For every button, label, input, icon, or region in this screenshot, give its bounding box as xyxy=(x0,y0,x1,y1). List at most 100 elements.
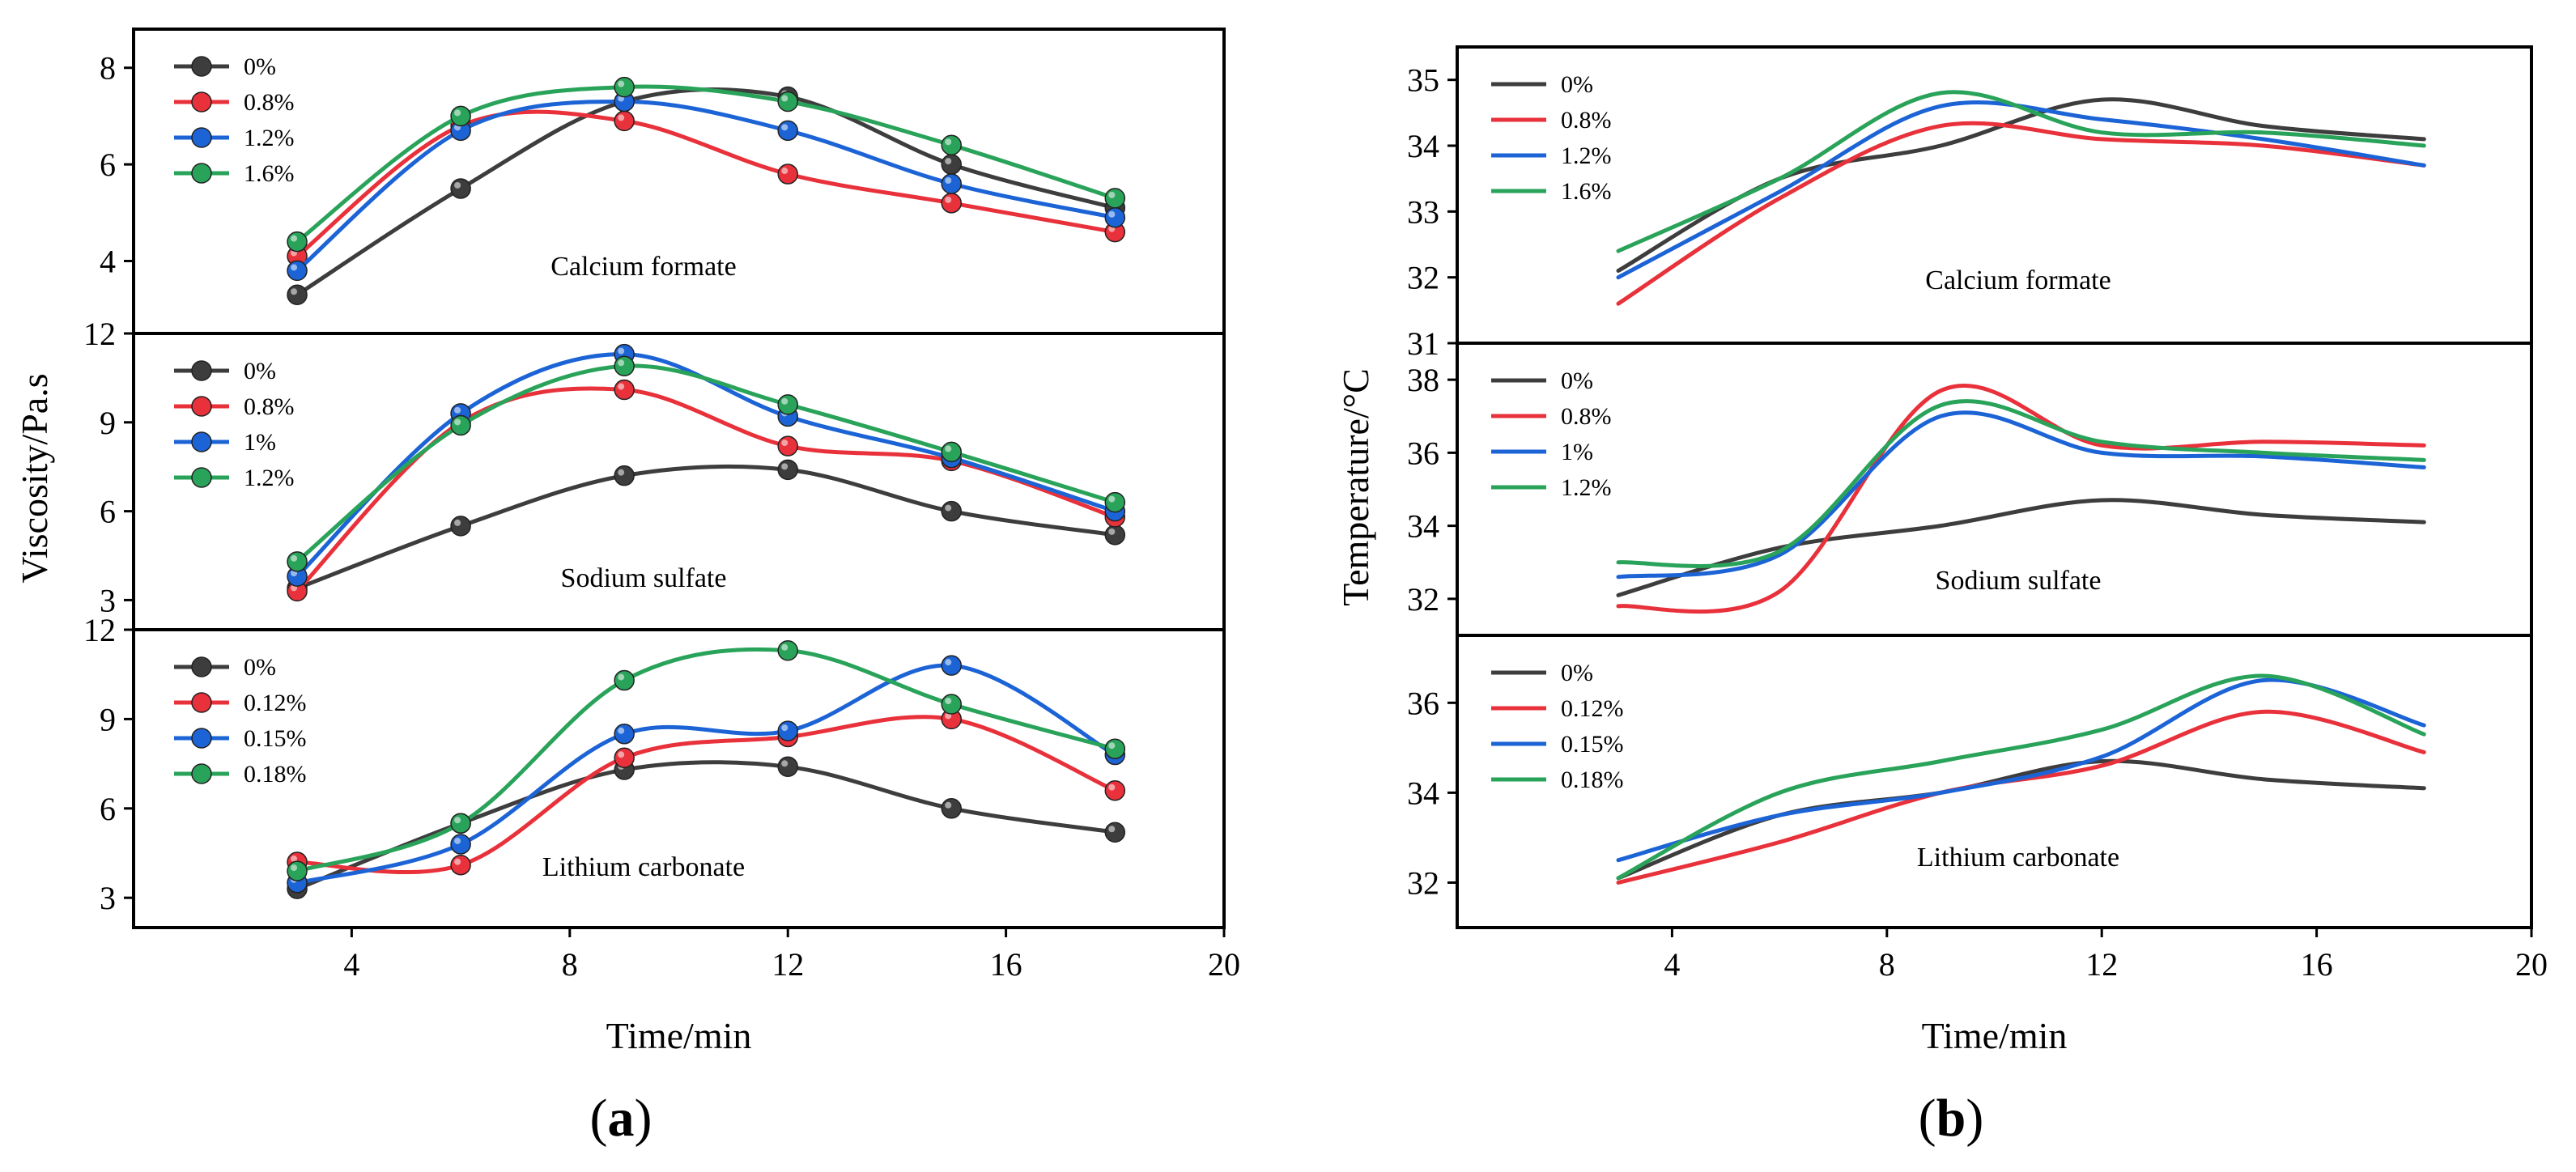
data-point xyxy=(777,163,798,185)
figure-label-b: (b) xyxy=(1919,1089,1984,1148)
y-tick-label: 32 xyxy=(1407,260,1439,296)
legend-label: 0% xyxy=(1561,660,1593,686)
data-point xyxy=(777,720,798,741)
data-point-highlight xyxy=(945,504,952,512)
legend-label: 0.8% xyxy=(1561,107,1612,134)
data-point-highlight xyxy=(454,519,461,526)
data-point xyxy=(941,798,962,819)
legend-swatch-marker xyxy=(191,396,212,417)
y-tick-label: 31 xyxy=(1407,325,1439,362)
y-tick-label: 32 xyxy=(1407,864,1439,901)
data-point-highlight xyxy=(291,264,298,271)
y-tick-label: 3 xyxy=(100,880,116,916)
data-point-highlight xyxy=(781,397,789,405)
data-point-highlight xyxy=(454,109,461,117)
x-axis-title: Time/min xyxy=(606,1015,752,1056)
data-point xyxy=(450,178,471,199)
data-point xyxy=(941,154,962,175)
data-point xyxy=(777,756,798,778)
data-point-highlight xyxy=(454,406,461,414)
data-point-highlight xyxy=(781,95,789,102)
panel-name: Calcium formate xyxy=(1925,265,2111,295)
legend-label: 0.8% xyxy=(244,393,295,420)
data-point-highlight xyxy=(781,463,789,470)
legend-label: 0% xyxy=(1561,367,1593,394)
data-point-highlight xyxy=(781,440,789,447)
y-tick-label: 12 xyxy=(83,316,116,352)
legend-label: 1.2% xyxy=(244,465,295,491)
x-tick-label: 4 xyxy=(1664,946,1680,983)
series-line xyxy=(1616,498,2426,597)
data-point xyxy=(614,724,635,745)
data-point xyxy=(614,669,635,691)
data-point xyxy=(450,854,471,876)
data-point-highlight xyxy=(781,724,789,732)
series-line xyxy=(295,647,1117,873)
panel-frame xyxy=(1456,634,2533,929)
data-point xyxy=(450,414,471,436)
data-point xyxy=(287,551,308,572)
legend-swatch-marker xyxy=(191,360,212,381)
legend: 0% 0.8% 1% 1.2% xyxy=(174,358,295,491)
data-point-highlight xyxy=(454,817,461,824)
series-1.6% xyxy=(287,76,1126,253)
legend-label: 1% xyxy=(1561,439,1593,465)
data-point xyxy=(941,655,962,676)
series-0.8% xyxy=(1616,121,2426,306)
series-1.6% xyxy=(1616,90,2426,253)
data-point xyxy=(941,134,962,155)
data-point-highlight xyxy=(1108,210,1116,218)
x-tick-label: 12 xyxy=(772,946,804,983)
data-point-highlight xyxy=(945,158,952,165)
x-tick-label: 12 xyxy=(2085,946,2118,983)
series-1.2% xyxy=(287,355,1126,572)
legend-label: 0.18% xyxy=(1561,766,1624,793)
series-line xyxy=(295,99,1117,273)
data-point xyxy=(1104,524,1126,546)
legend-label: 0% xyxy=(244,53,276,80)
data-point xyxy=(450,516,471,537)
data-point-highlight xyxy=(1108,783,1116,791)
panel-frame xyxy=(132,628,1226,929)
legend-swatch-marker xyxy=(191,692,212,713)
series-line xyxy=(295,715,1117,874)
data-point-highlight xyxy=(454,181,461,189)
y-tick-label: 34 xyxy=(1407,775,1439,811)
y-tick-label: 12 xyxy=(83,612,116,648)
y-axis-title: Temperature/°C xyxy=(1335,368,1376,606)
data-point-highlight xyxy=(618,673,625,681)
series-1% xyxy=(1616,410,2426,580)
data-point xyxy=(450,105,471,127)
data-point-highlight xyxy=(618,114,625,121)
data-point xyxy=(777,640,798,661)
data-point-highlight xyxy=(618,751,625,758)
legend-label: 1.6% xyxy=(244,160,295,187)
series-line xyxy=(295,84,1117,244)
data-point-highlight xyxy=(454,858,461,865)
y-tick-label: 36 xyxy=(1407,435,1439,471)
legend-swatch-marker xyxy=(191,431,212,452)
chart-a-viscosity: 4 6 8 Calcium formate 0% 0.8% 1.2% 1.6% 3 6 9 12 Sod… xyxy=(14,28,1240,1056)
y-axis-title: Viscosity/Pa.s xyxy=(14,373,55,583)
x-tick-label: 20 xyxy=(1208,946,1240,983)
legend-label: 1.2% xyxy=(1561,474,1612,501)
y-tick-label: 9 xyxy=(100,405,116,441)
legend-swatch-marker xyxy=(191,467,212,488)
series-1.2% xyxy=(1616,399,2426,568)
legend-label: 0.15% xyxy=(1561,731,1624,758)
data-point-highlight xyxy=(618,347,625,355)
y-tick-label: 38 xyxy=(1407,362,1439,398)
x-tick-label: 8 xyxy=(562,946,578,983)
y-tick-label: 36 xyxy=(1407,685,1439,721)
legend-label: 0.12% xyxy=(1561,695,1624,722)
series-0.12% xyxy=(287,708,1126,876)
data-point xyxy=(614,76,635,98)
x-tick-label: 4 xyxy=(343,946,359,983)
data-point-highlight xyxy=(781,168,789,175)
panel-2: 32 34 36 Lithium carbonate 0% 0.12% 0.15% 0.18% xyxy=(1407,634,2533,929)
y-tick-label: 4 xyxy=(100,243,116,279)
series-line xyxy=(1616,384,2426,614)
data-point xyxy=(287,860,308,881)
